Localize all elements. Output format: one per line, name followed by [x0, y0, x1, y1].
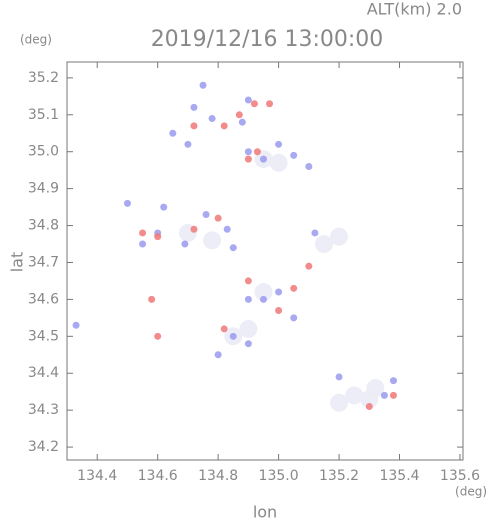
echo-point	[345, 386, 364, 405]
echo-point	[266, 100, 274, 108]
echo-point	[275, 140, 283, 148]
echo-point	[154, 233, 162, 241]
echo-point	[275, 306, 283, 314]
echo-point	[123, 199, 131, 207]
echo-point	[169, 129, 177, 137]
echo-point	[244, 295, 252, 303]
echo-point	[366, 379, 385, 398]
x-unit: (deg)	[455, 485, 487, 499]
echo-point	[253, 148, 261, 156]
echo-point	[335, 373, 343, 381]
chart-title: 2019/12/16 13:00:00	[151, 27, 384, 52]
echo-point	[199, 81, 207, 89]
echo-point	[220, 325, 228, 333]
echo-point	[244, 340, 252, 348]
y-tick-label: 34.8	[28, 218, 59, 234]
y-tick-label: 34.3	[28, 402, 59, 418]
x-tick-label: 135.0	[259, 468, 299, 484]
echo-point	[72, 321, 80, 329]
echo-point	[235, 111, 243, 119]
plot-marks	[72, 81, 397, 412]
echo-point	[190, 103, 198, 111]
y-tick-label: 34.9	[28, 181, 59, 197]
echo-point	[290, 314, 298, 322]
echo-point	[330, 227, 349, 246]
echo-point	[229, 332, 237, 340]
echo-point	[203, 231, 222, 250]
echo-point	[148, 295, 156, 303]
y-axis-label: lat	[8, 252, 27, 273]
echo-point	[239, 319, 258, 338]
echo-point	[305, 162, 313, 170]
y-unit: (deg)	[20, 33, 52, 47]
echo-point	[290, 151, 298, 159]
altitude-label: ALT(km) 2.0	[367, 0, 462, 19]
echo-point	[330, 393, 349, 412]
echo-point	[275, 288, 283, 296]
y-tick-label: 34.4	[28, 365, 59, 381]
x-tick-label: 134.8	[198, 468, 238, 484]
x-tick-label: 135.4	[379, 468, 419, 484]
y-tick-label: 35.1	[28, 107, 59, 123]
echo-point	[269, 153, 288, 172]
echo-point	[229, 244, 237, 252]
plot-frame	[66, 61, 464, 461]
echo-point	[380, 391, 388, 399]
echo-point	[244, 96, 252, 104]
x-tick-label: 135.2	[319, 468, 359, 484]
echo-point	[254, 283, 273, 302]
echo-point	[139, 229, 147, 237]
echo-point	[259, 155, 267, 163]
echo-point	[154, 332, 162, 340]
echo-point	[290, 284, 298, 292]
echo-point	[365, 402, 373, 410]
echo-point	[311, 229, 319, 237]
echo-point	[389, 391, 397, 399]
echo-point	[220, 122, 228, 130]
echo-point	[214, 214, 222, 222]
x-axis-label: lon	[253, 503, 277, 521]
echo-point	[223, 225, 231, 233]
echo-point	[190, 225, 198, 233]
echo-point	[314, 235, 333, 254]
y-tick-label: 35.0	[28, 144, 59, 160]
echo-point	[244, 277, 252, 285]
echo-point	[208, 114, 216, 122]
x-tick-label: 134.6	[138, 468, 178, 484]
echo-point	[202, 210, 210, 218]
echo-point	[244, 155, 252, 163]
echo-point	[244, 148, 252, 156]
y-tick-label: 34.5	[28, 328, 59, 344]
echo-point	[305, 262, 313, 270]
echo-point	[139, 240, 147, 248]
echo-point	[181, 240, 189, 248]
echo-point	[259, 295, 267, 303]
echo-point	[190, 122, 198, 130]
echo-point	[238, 118, 246, 126]
echo-point	[214, 351, 222, 359]
x-tick-label: 134.4	[77, 468, 117, 484]
y-tick-label: 34.7	[28, 254, 59, 270]
y-tick-label: 34.2	[28, 439, 59, 455]
echo-point	[160, 203, 168, 211]
y-tick-label: 34.6	[28, 291, 59, 307]
echo-point	[389, 377, 397, 385]
echo-point	[250, 100, 258, 108]
x-tick-label: 135.6	[440, 468, 480, 484]
y-tick-label: 35.2	[28, 70, 59, 86]
echo-point	[184, 140, 192, 148]
